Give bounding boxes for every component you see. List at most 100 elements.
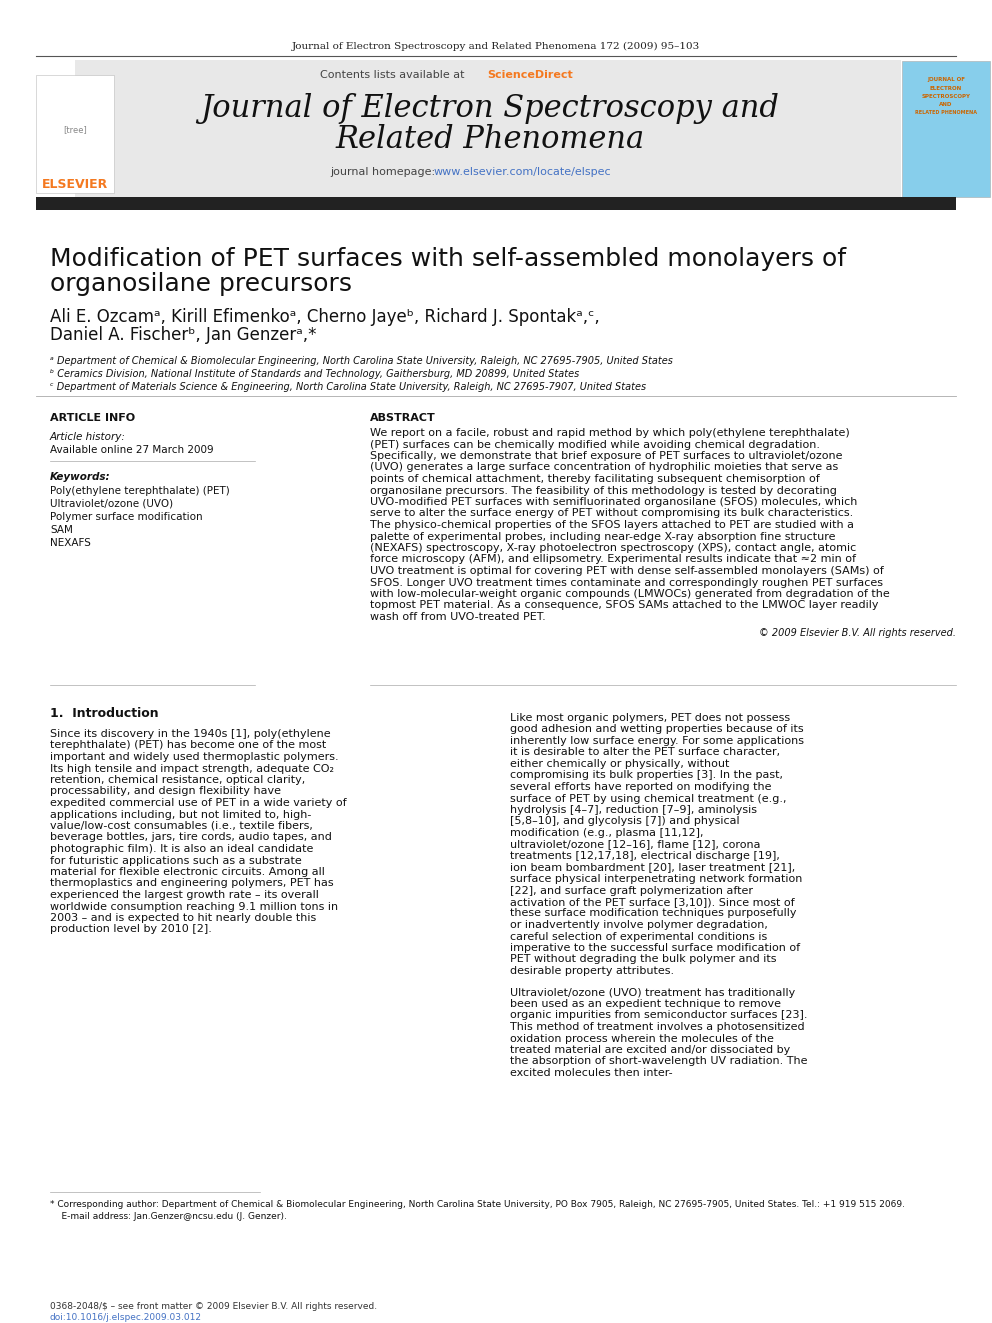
Text: Available online 27 March 2009: Available online 27 March 2009 — [50, 445, 213, 455]
Text: treated material are excited and/or dissociated by: treated material are excited and/or diss… — [510, 1045, 791, 1054]
FancyBboxPatch shape — [902, 61, 990, 197]
Text: RELATED PHENOMENA: RELATED PHENOMENA — [915, 110, 977, 115]
FancyBboxPatch shape — [75, 60, 901, 198]
Text: Modification of PET surfaces with self-assembled monolayers of: Modification of PET surfaces with self-a… — [50, 247, 846, 271]
Text: (UVO) generates a large surface concentration of hydrophilic moieties that serve: (UVO) generates a large surface concentr… — [370, 463, 838, 472]
Text: surface of PET by using chemical treatment (e.g.,: surface of PET by using chemical treatme… — [510, 794, 787, 803]
Text: important and widely used thermoplastic polymers.: important and widely used thermoplastic … — [50, 751, 338, 762]
Text: 0368-2048/$ – see front matter © 2009 Elsevier B.V. All rights reserved.: 0368-2048/$ – see front matter © 2009 El… — [50, 1302, 377, 1311]
Text: ᶜ Department of Materials Science & Engineering, North Carolina State University: ᶜ Department of Materials Science & Engi… — [50, 382, 646, 392]
Text: Related Phenomena: Related Phenomena — [335, 124, 645, 156]
Text: journal homepage:: journal homepage: — [330, 167, 438, 177]
Text: Since its discovery in the 1940s [1], poly(ethylene: Since its discovery in the 1940s [1], po… — [50, 729, 330, 740]
Text: been used as an expedient technique to remove: been used as an expedient technique to r… — [510, 999, 781, 1009]
Text: ELSEVIER: ELSEVIER — [42, 179, 108, 192]
Text: terephthalate) (PET) has become one of the most: terephthalate) (PET) has become one of t… — [50, 741, 326, 750]
Text: material for flexible electronic circuits. Among all: material for flexible electronic circuit… — [50, 867, 324, 877]
Text: 2003 – and is expected to hit nearly double this: 2003 – and is expected to hit nearly dou… — [50, 913, 316, 923]
Text: Ali E. Ozcamᵃ, Kirill Efimenkoᵃ, Cherno Jayeᵇ, Richard J. Spontakᵃ,ᶜ,: Ali E. Ozcamᵃ, Kirill Efimenkoᵃ, Cherno … — [50, 308, 600, 325]
Text: excited molecules then inter-: excited molecules then inter- — [510, 1068, 673, 1078]
Text: imperative to the successful surface modification of: imperative to the successful surface mod… — [510, 943, 801, 953]
Text: Ultraviolet/ozone (UVO) treatment has traditionally: Ultraviolet/ozone (UVO) treatment has tr… — [510, 987, 796, 998]
Text: organosilane precursors. The feasibility of this methodology is tested by decora: organosilane precursors. The feasibility… — [370, 486, 837, 496]
Text: oxidation process wherein the molecules of the: oxidation process wherein the molecules … — [510, 1033, 774, 1044]
Text: compromising its bulk properties [3]. In the past,: compromising its bulk properties [3]. In… — [510, 770, 783, 781]
Text: Polymer surface modification: Polymer surface modification — [50, 512, 202, 523]
Text: production level by 2010 [2].: production level by 2010 [2]. — [50, 925, 212, 934]
FancyBboxPatch shape — [36, 75, 114, 193]
Text: activation of the PET surface [3,10]). Since most of: activation of the PET surface [3,10]). S… — [510, 897, 795, 908]
Text: Ultraviolet/ozone (UVO): Ultraviolet/ozone (UVO) — [50, 499, 174, 509]
Text: modification (e.g., plasma [11,12],: modification (e.g., plasma [11,12], — [510, 828, 703, 837]
Text: Specifically, we demonstrate that brief exposure of PET surfaces to ultraviolet/: Specifically, we demonstrate that brief … — [370, 451, 842, 460]
Text: Like most organic polymers, PET does not possess: Like most organic polymers, PET does not… — [510, 713, 790, 722]
Text: [22], and surface graft polymerization after: [22], and surface graft polymerization a… — [510, 885, 753, 896]
Text: This method of treatment involves a photosensitized: This method of treatment involves a phot… — [510, 1021, 805, 1032]
Text: expedited commercial use of PET in a wide variety of: expedited commercial use of PET in a wid… — [50, 798, 346, 808]
Text: 1.  Introduction: 1. Introduction — [50, 706, 159, 720]
Text: ARTICLE INFO: ARTICLE INFO — [50, 413, 135, 423]
Text: AND: AND — [939, 102, 952, 106]
Text: thermoplastics and engineering polymers, PET has: thermoplastics and engineering polymers,… — [50, 878, 333, 889]
Text: (PET) surfaces can be chemically modified while avoiding chemical degradation.: (PET) surfaces can be chemically modifie… — [370, 439, 820, 450]
Text: Contents lists available at: Contents lists available at — [320, 70, 468, 79]
Text: force microscopy (AFM), and ellipsometry. Experimental results indicate that ≈2 : force microscopy (AFM), and ellipsometry… — [370, 554, 856, 565]
Text: SFOS. Longer UVO treatment times contaminate and correspondingly roughen PET sur: SFOS. Longer UVO treatment times contami… — [370, 578, 883, 587]
Text: Poly(ethylene terephthalate) (PET): Poly(ethylene terephthalate) (PET) — [50, 486, 230, 496]
Text: UVO-modified PET surfaces with semifluorinated organosilane (SFOS) molecules, wh: UVO-modified PET surfaces with semifluor… — [370, 497, 857, 507]
Text: Journal of Electron Spectroscopy and: Journal of Electron Spectroscopy and — [200, 93, 780, 123]
Text: JOURNAL OF: JOURNAL OF — [927, 78, 965, 82]
Text: ion beam bombardment [20], laser treatment [21],: ion beam bombardment [20], laser treatme… — [510, 863, 796, 872]
Text: for futuristic applications such as a substrate: for futuristic applications such as a su… — [50, 856, 302, 865]
Text: it is desirable to alter the PET surface character,: it is desirable to alter the PET surface… — [510, 747, 780, 758]
Text: SPECTROSCOPY: SPECTROSCOPY — [922, 94, 970, 98]
Text: ultraviolet/ozone [12–16], flame [12], corona: ultraviolet/ozone [12–16], flame [12], c… — [510, 840, 761, 849]
Text: these surface modification techniques purposefully: these surface modification techniques pu… — [510, 909, 797, 918]
Text: applications including, but not limited to, high-: applications including, but not limited … — [50, 810, 311, 819]
Text: careful selection of experimental conditions is: careful selection of experimental condit… — [510, 931, 767, 942]
Text: Keywords:: Keywords: — [50, 472, 111, 482]
Text: serve to alter the surface energy of PET without compromising its bulk character: serve to alter the surface energy of PET… — [370, 508, 853, 519]
Text: UVO treatment is optimal for covering PET with dense self-assembled monolayers (: UVO treatment is optimal for covering PE… — [370, 566, 884, 576]
Text: Its high tensile and impact strength, adequate CO₂: Its high tensile and impact strength, ad… — [50, 763, 334, 774]
Text: www.elsevier.com/locate/elspec: www.elsevier.com/locate/elspec — [434, 167, 612, 177]
Text: ᵇ Ceramics Division, National Institute of Standards and Technology, Gaithersbur: ᵇ Ceramics Division, National Institute … — [50, 369, 579, 378]
Text: organic impurities from semiconductor surfaces [23].: organic impurities from semiconductor su… — [510, 1011, 807, 1020]
Text: value/low-cost consumables (i.e., textile fibers,: value/low-cost consumables (i.e., textil… — [50, 822, 312, 831]
Text: doi:10.1016/j.elspec.2009.03.012: doi:10.1016/j.elspec.2009.03.012 — [50, 1312, 202, 1322]
Text: Journal of Electron Spectroscopy and Related Phenomena 172 (2009) 95–103: Journal of Electron Spectroscopy and Rel… — [292, 41, 700, 50]
Text: surface physical interpenetrating network formation: surface physical interpenetrating networ… — [510, 875, 803, 884]
Text: inherently low surface energy. For some applications: inherently low surface energy. For some … — [510, 736, 804, 746]
Text: organosilane precursors: organosilane precursors — [50, 273, 352, 296]
Text: several efforts have reported on modifying the: several efforts have reported on modifyi… — [510, 782, 772, 792]
Text: worldwide consumption reaching 9.1 million tons in: worldwide consumption reaching 9.1 milli… — [50, 901, 338, 912]
Text: or inadvertently involve polymer degradation,: or inadvertently involve polymer degrada… — [510, 919, 768, 930]
Text: The physico-chemical properties of the SFOS layers attached to PET are studied w: The physico-chemical properties of the S… — [370, 520, 854, 531]
Text: ELECTRON: ELECTRON — [930, 86, 962, 90]
Text: treatments [12,17,18], electrical discharge [19],: treatments [12,17,18], electrical discha… — [510, 851, 780, 861]
Text: * Corresponding author: Department of Chemical & Biomolecular Engineering, North: * Corresponding author: Department of Ch… — [50, 1200, 905, 1209]
Text: PET without degrading the bulk polymer and its: PET without degrading the bulk polymer a… — [510, 954, 777, 964]
FancyBboxPatch shape — [36, 197, 956, 210]
Text: with low-molecular-weight organic compounds (LMWOCs) generated from degradation : with low-molecular-weight organic compou… — [370, 589, 890, 599]
Text: © 2009 Elsevier B.V. All rights reserved.: © 2009 Elsevier B.V. All rights reserved… — [759, 627, 956, 638]
Text: palette of experimental probes, including near-edge X-ray absorption fine struct: palette of experimental probes, includin… — [370, 532, 835, 541]
Text: [tree]: [tree] — [63, 126, 87, 135]
Text: points of chemical attachment, thereby facilitating subsequent chemisorption of: points of chemical attachment, thereby f… — [370, 474, 819, 484]
Text: good adhesion and wetting properties because of its: good adhesion and wetting properties bec… — [510, 725, 804, 734]
Text: beverage bottles, jars, tire cords, audio tapes, and: beverage bottles, jars, tire cords, audi… — [50, 832, 332, 843]
Text: ᵃ Department of Chemical & Biomolecular Engineering, North Carolina State Univer: ᵃ Department of Chemical & Biomolecular … — [50, 356, 673, 366]
Text: Article history:: Article history: — [50, 433, 126, 442]
Text: either chemically or physically, without: either chemically or physically, without — [510, 759, 729, 769]
Text: processability, and design flexibility have: processability, and design flexibility h… — [50, 786, 281, 796]
Text: wash off from UVO-treated PET.: wash off from UVO-treated PET. — [370, 613, 546, 622]
Text: E-mail address: Jan.Genzer@ncsu.edu (J. Genzer).: E-mail address: Jan.Genzer@ncsu.edu (J. … — [50, 1212, 287, 1221]
Text: ScienceDirect: ScienceDirect — [487, 70, 572, 79]
Text: experienced the largest growth rate – its overall: experienced the largest growth rate – it… — [50, 890, 318, 900]
Text: photographic film). It is also an ideal candidate: photographic film). It is also an ideal … — [50, 844, 313, 855]
Text: [5,8–10], and glycolysis [7]) and physical: [5,8–10], and glycolysis [7]) and physic… — [510, 816, 740, 827]
Text: hydrolysis [4–7], reduction [7–9], aminolysis: hydrolysis [4–7], reduction [7–9], amino… — [510, 804, 757, 815]
Text: topmost PET material. As a consequence, SFOS SAMs attached to the LMWOC layer re: topmost PET material. As a consequence, … — [370, 601, 879, 610]
Text: NEXAFS: NEXAFS — [50, 538, 91, 548]
Text: the absorption of short-wavelength UV radiation. The: the absorption of short-wavelength UV ra… — [510, 1057, 807, 1066]
